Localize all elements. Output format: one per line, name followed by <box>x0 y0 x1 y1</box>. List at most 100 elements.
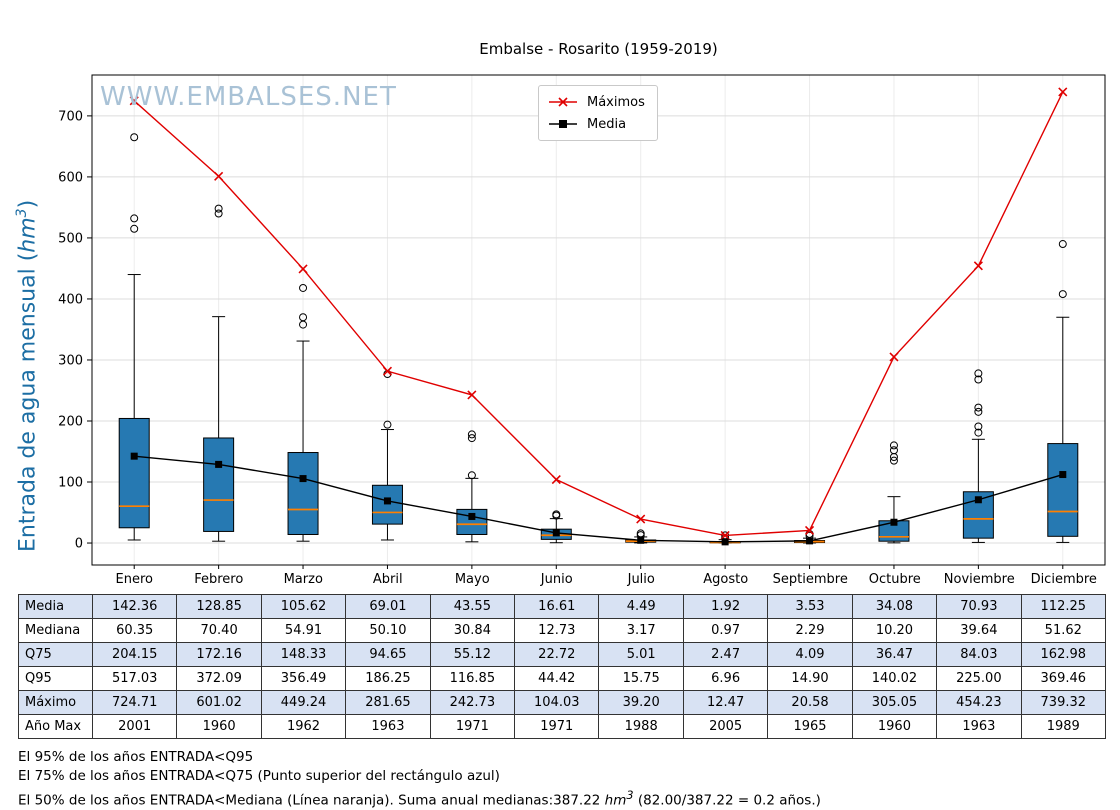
watermark: WWW.EMBALSES.NET <box>100 82 397 112</box>
table-cell: 43.55 <box>430 595 516 619</box>
outlier-point <box>299 313 308 322</box>
table-cell: 50.10 <box>346 619 431 643</box>
month-label: Diciembre <box>1030 572 1097 587</box>
maximos-marker <box>720 530 730 540</box>
media-marker-icon <box>549 120 577 128</box>
media-marker <box>130 452 138 460</box>
table-cell: 20.58 <box>768 691 853 715</box>
media-marker <box>721 538 729 546</box>
footnote-line: El 75% de los años ENTRADA<Q75 (Punto su… <box>18 768 500 784</box>
footnotes: El 95% de los años ENTRADA<Q95 El 75% de … <box>18 748 821 810</box>
table-cell: 1.92 <box>683 595 769 619</box>
table-cell: 3.17 <box>599 619 684 643</box>
outlier-point <box>974 369 983 378</box>
table-cell: 369.46 <box>1021 667 1106 691</box>
table-cell: 2005 <box>683 715 769 739</box>
table-cell: 51.62 <box>1021 619 1106 643</box>
boxplot-mayo <box>456 430 488 543</box>
table-cell: 94.65 <box>346 643 431 667</box>
table-cell: 140.02 <box>852 667 938 691</box>
plot-frame <box>91 74 1106 566</box>
y-tick-label: 500 <box>58 231 83 246</box>
table-cell: 70.93 <box>937 595 1022 619</box>
statistics-table: Media 142.36 128.85 105.62 69.01 43.55 16.61 4.… <box>18 594 1106 739</box>
row-label-q95: Q95 <box>19 667 93 691</box>
table-cell: 104.03 <box>515 691 600 715</box>
month-label: Enero <box>115 572 153 587</box>
boxplot-chart: 0 100 200 300 400 500 600 700 <box>58 74 1106 569</box>
chart-title: Embalse - Rosarito (1959-2019) <box>479 40 718 58</box>
boxplot-abril <box>371 370 403 541</box>
outlier-point <box>889 441 898 450</box>
table-cell: 4.49 <box>599 595 684 619</box>
outlier-point <box>889 456 898 465</box>
outlier-point <box>467 434 476 443</box>
table-cell: 1963 <box>937 715 1022 739</box>
month-label: Mayo <box>454 572 490 587</box>
legend-item-maximos: Máximos <box>547 91 645 113</box>
table-cell: 1989 <box>1021 715 1106 739</box>
y-tick-label: 700 <box>58 109 83 124</box>
series-line <box>133 91 1064 537</box>
outlier-point <box>130 214 139 223</box>
table-cell: 0.97 <box>683 619 769 643</box>
maximos-marker-icon <box>549 97 577 107</box>
month-label: Febrero <box>194 572 244 587</box>
boxplot-enero <box>118 133 150 541</box>
table-cell: 69.01 <box>346 595 431 619</box>
table-cell: 14.90 <box>768 667 853 691</box>
table-cell: 5.01 <box>599 643 684 667</box>
outlier-point <box>130 133 139 142</box>
month-label: Julio <box>627 572 655 587</box>
table-cell: 739.32 <box>1021 691 1106 715</box>
table-cell: 39.20 <box>599 691 684 715</box>
table-cell: 281.65 <box>346 691 431 715</box>
x-axis-month-labels: Enero Febrero Marzo Abril Mayo Junio Julio Agos… <box>18 568 1106 592</box>
table-cell: 1962 <box>261 715 347 739</box>
row-label-q75: Q75 <box>19 643 93 667</box>
maximos-marker <box>889 352 899 362</box>
month-label: Marzo <box>283 572 323 587</box>
box-q25-q75 <box>962 491 994 539</box>
table-cell: 1971 <box>515 715 600 739</box>
maximos-marker <box>298 264 308 274</box>
outlier-point <box>552 510 561 519</box>
media-marker <box>1059 471 1067 479</box>
table-cell: 55.12 <box>430 643 516 667</box>
table-cell: 22.72 <box>515 643 600 667</box>
table-cell: 16.61 <box>515 595 600 619</box>
month-label: Agosto <box>703 572 749 587</box>
table-cell: 36.47 <box>852 643 938 667</box>
row-label-máximo: Máximo <box>19 691 93 715</box>
table-cell: 105.62 <box>261 595 347 619</box>
table-cell: 2001 <box>93 715 178 739</box>
table-cell: 128.85 <box>177 595 262 619</box>
table-cell: 225.00 <box>937 667 1022 691</box>
row-label-mediana: Mediana <box>19 619 93 643</box>
outlier-point <box>130 224 139 233</box>
media-marker <box>299 475 307 483</box>
month-label: Septiembre <box>772 572 848 587</box>
maximos-marker <box>1058 87 1068 97</box>
table-cell: 6.96 <box>683 667 769 691</box>
boxplot-febrero <box>203 204 235 542</box>
series-line <box>134 455 1063 543</box>
media-marker <box>806 537 814 545</box>
outlier-point <box>299 283 308 292</box>
media-marker <box>215 460 223 468</box>
table-cell: 15.75 <box>599 667 684 691</box>
outlier-point <box>467 471 476 480</box>
months-row-spacer <box>18 568 92 592</box>
table-cell: 372.09 <box>177 667 262 691</box>
footnote-line: El 95% de los años ENTRADA<Q95 <box>18 749 254 765</box>
outlier-point <box>974 375 983 384</box>
maximos-marker <box>129 96 139 106</box>
table-cell: 454.23 <box>937 691 1022 715</box>
table-cell: 39.64 <box>937 619 1022 643</box>
legend-label-media: Media <box>587 116 627 132</box>
media-marker <box>890 518 898 526</box>
table-cell: 204.15 <box>93 643 178 667</box>
media-marker <box>974 496 982 504</box>
table-cell: 517.03 <box>93 667 178 691</box>
